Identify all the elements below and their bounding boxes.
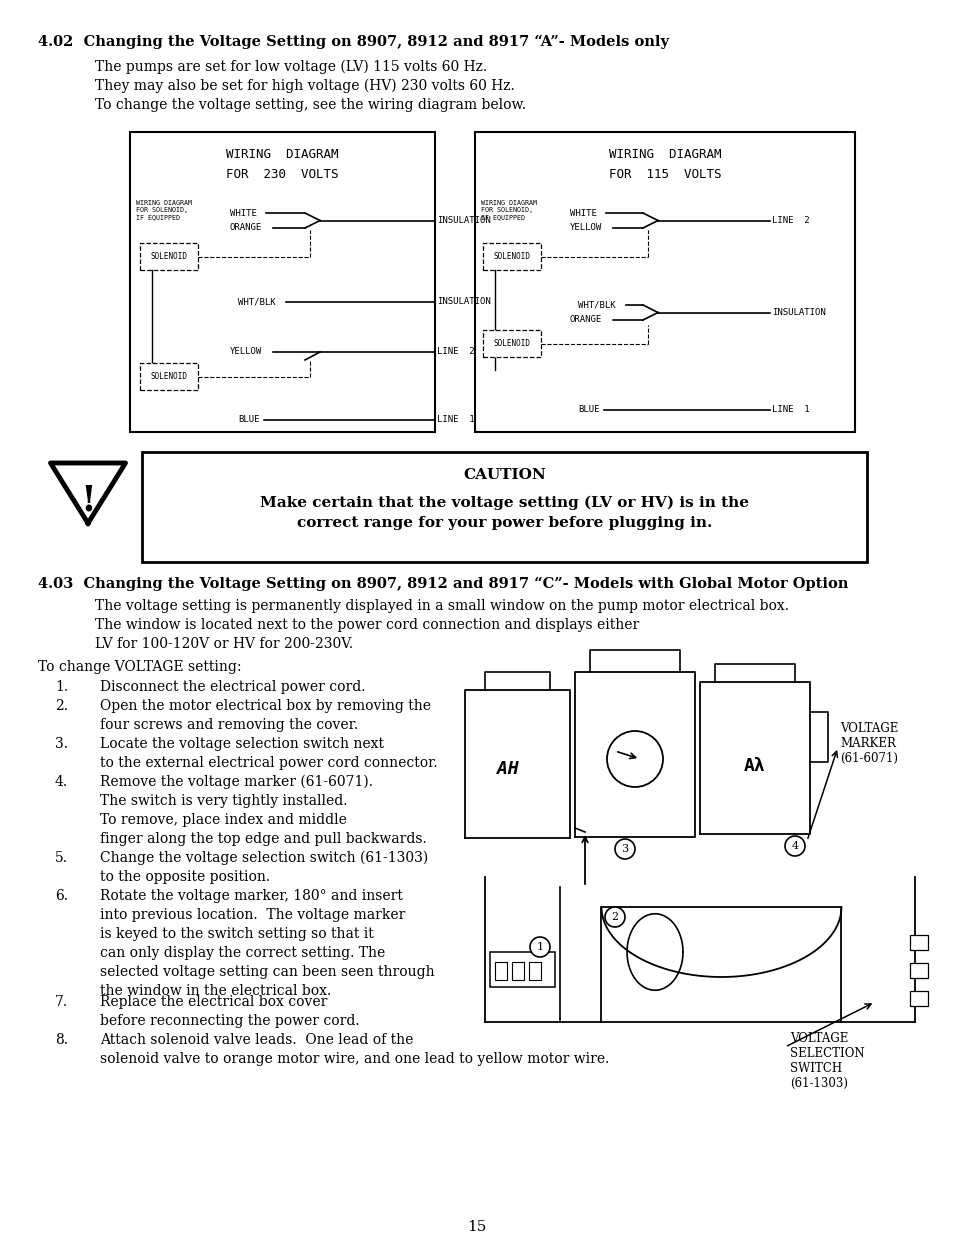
Text: 1: 1 [536, 942, 543, 952]
Text: YELLOW: YELLOW [230, 347, 262, 357]
Text: Change the voltage selection switch (61-1303): Change the voltage selection switch (61-… [100, 851, 428, 866]
Text: 2: 2 [611, 911, 618, 923]
Text: is keyed to the switch setting so that it: is keyed to the switch setting so that i… [100, 927, 374, 941]
Text: To change the voltage setting, see the wiring diagram below.: To change the voltage setting, see the w… [95, 98, 525, 112]
Text: 4.02  Changing the Voltage Setting on 8907, 8912 and 8917 “A”- Models only: 4.02 Changing the Voltage Setting on 890… [38, 35, 668, 49]
Text: Open the motor electrical box by removing the: Open the motor electrical box by removin… [100, 699, 431, 713]
Text: VOLTAGE
MARKER
(61-6071): VOLTAGE MARKER (61-6071) [840, 722, 898, 764]
Text: four screws and removing the cover.: four screws and removing the cover. [100, 718, 357, 732]
Text: 8.: 8. [55, 1032, 68, 1047]
Text: The voltage setting is permanently displayed in a small window on the pump motor: The voltage setting is permanently displ… [95, 599, 788, 613]
Circle shape [615, 839, 635, 860]
Text: !: ! [80, 483, 96, 517]
Text: CAUTION: CAUTION [462, 468, 545, 482]
Circle shape [530, 937, 550, 957]
Text: Replace the electrical box cover: Replace the electrical box cover [100, 995, 327, 1009]
Text: The window is located next to the power cord connection and displays either: The window is located next to the power … [95, 618, 639, 632]
Text: BLUE: BLUE [237, 415, 259, 425]
Text: selected voltage setting can been seen through: selected voltage setting can been seen t… [100, 965, 435, 979]
Text: 7.: 7. [55, 995, 68, 1009]
Text: before reconnecting the power cord.: before reconnecting the power cord. [100, 1014, 359, 1028]
Text: the window in the electrical box.: the window in the electrical box. [100, 984, 331, 998]
Text: They may also be set for high voltage (HV) 230 volts 60 Hz.: They may also be set for high voltage (H… [95, 79, 515, 94]
Bar [142, 452, 866, 562]
Text: into previous location.  The voltage marker: into previous location. The voltage mark… [100, 908, 405, 923]
Text: SOLENOID: SOLENOID [151, 372, 188, 382]
Text: Aλ: Aλ [743, 757, 765, 776]
Text: To change VOLTAGE setting:: To change VOLTAGE setting: [38, 659, 241, 674]
Text: 3.: 3. [55, 737, 68, 751]
Polygon shape [51, 463, 126, 524]
Bar [909, 990, 927, 1007]
Text: 6.: 6. [55, 889, 68, 903]
Text: INSULATION: INSULATION [436, 216, 490, 225]
Text: WHT/BLK: WHT/BLK [578, 300, 615, 310]
Text: BLUE: BLUE [578, 405, 598, 415]
Bar [140, 363, 198, 390]
Text: LINE  1: LINE 1 [436, 415, 475, 425]
Text: To remove, place index and middle: To remove, place index and middle [100, 813, 347, 827]
Text: Remove the voltage marker (61-6071).: Remove the voltage marker (61-6071). [100, 776, 373, 789]
Bar [130, 132, 435, 432]
Bar [482, 330, 540, 357]
Text: WIRING DIAGRAM
FOR SOLENOID,
IF EQUIPPED: WIRING DIAGRAM FOR SOLENOID, IF EQUIPPED [480, 200, 537, 220]
Text: 2.: 2. [55, 699, 68, 713]
Bar [495, 962, 506, 981]
Text: SOLENOID: SOLENOID [151, 252, 188, 261]
Bar [140, 243, 198, 270]
Text: WHT/BLK: WHT/BLK [237, 298, 275, 306]
Text: Disconnect the electrical power cord.: Disconnect the electrical power cord. [100, 680, 365, 694]
Text: Make certain that the voltage setting (LV or HV) is in the
correct range for you: Make certain that the voltage setting (L… [260, 496, 748, 531]
Text: ORANGE: ORANGE [569, 315, 601, 325]
Text: 4.: 4. [55, 776, 68, 789]
Text: VOLTAGE
SELECTION
SWITCH
(61-1303): VOLTAGE SELECTION SWITCH (61-1303) [789, 1032, 863, 1091]
Bar [529, 962, 540, 981]
Bar [482, 243, 540, 270]
Text: ORANGE: ORANGE [230, 224, 262, 232]
Text: WIRING  DIAGRAM
FOR  230  VOLTS: WIRING DIAGRAM FOR 230 VOLTS [226, 148, 338, 182]
Text: LV for 100-120V or HV for 200-230V.: LV for 100-120V or HV for 200-230V. [95, 637, 353, 651]
Text: 4.03  Changing the Voltage Setting on 8907, 8912 and 8917 “C”- Models with Globa: 4.03 Changing the Voltage Setting on 890… [38, 577, 847, 592]
Bar [909, 935, 927, 950]
Text: 3: 3 [620, 844, 628, 853]
Text: The switch is very tightly installed.: The switch is very tightly installed. [100, 794, 347, 808]
Bar [512, 962, 523, 981]
Text: to the opposite position.: to the opposite position. [100, 869, 270, 884]
Text: WHITE: WHITE [230, 209, 256, 217]
Bar [475, 132, 854, 432]
Text: solenoid valve to orange motor wire, and one lead to yellow motor wire.: solenoid valve to orange motor wire, and… [100, 1052, 609, 1066]
Text: SOLENOID: SOLENOID [493, 252, 530, 261]
Circle shape [604, 906, 624, 927]
Bar [490, 952, 555, 987]
Text: finger along the top edge and pull backwards.: finger along the top edge and pull backw… [100, 832, 426, 846]
Bar [909, 963, 927, 978]
Text: AH: AH [497, 760, 517, 778]
Text: LINE  1: LINE 1 [771, 405, 809, 415]
Text: Rotate the voltage marker, 180° and insert: Rotate the voltage marker, 180° and inse… [100, 889, 402, 903]
Text: LINE  2: LINE 2 [771, 216, 809, 225]
Text: LINE  2: LINE 2 [436, 347, 475, 357]
Text: WHITE: WHITE [569, 209, 597, 217]
Text: INSULATION: INSULATION [436, 298, 490, 306]
Text: Locate the voltage selection switch next: Locate the voltage selection switch next [100, 737, 384, 751]
Text: can only display the correct setting. The: can only display the correct setting. Th… [100, 946, 385, 960]
Text: The pumps are set for low voltage (LV) 115 volts 60 Hz.: The pumps are set for low voltage (LV) 1… [95, 61, 487, 74]
Text: 5.: 5. [55, 851, 68, 864]
Text: YELLOW: YELLOW [569, 224, 601, 232]
Text: WIRING  DIAGRAM
FOR  115  VOLTS: WIRING DIAGRAM FOR 115 VOLTS [608, 148, 720, 182]
Text: 4: 4 [791, 841, 798, 851]
Text: 1.: 1. [55, 680, 68, 694]
Text: SOLENOID: SOLENOID [493, 338, 530, 348]
Circle shape [784, 836, 804, 856]
Text: INSULATION: INSULATION [771, 308, 825, 317]
Text: Attach solenoid valve leads.  One lead of the: Attach solenoid valve leads. One lead of… [100, 1032, 413, 1047]
Text: WIRING DIAGRAM
FOR SOLENOID,
IF EQUIPPED: WIRING DIAGRAM FOR SOLENOID, IF EQUIPPED [136, 200, 192, 220]
Text: to the external electrical power cord connector.: to the external electrical power cord co… [100, 756, 437, 769]
Text: 15: 15 [467, 1220, 486, 1234]
